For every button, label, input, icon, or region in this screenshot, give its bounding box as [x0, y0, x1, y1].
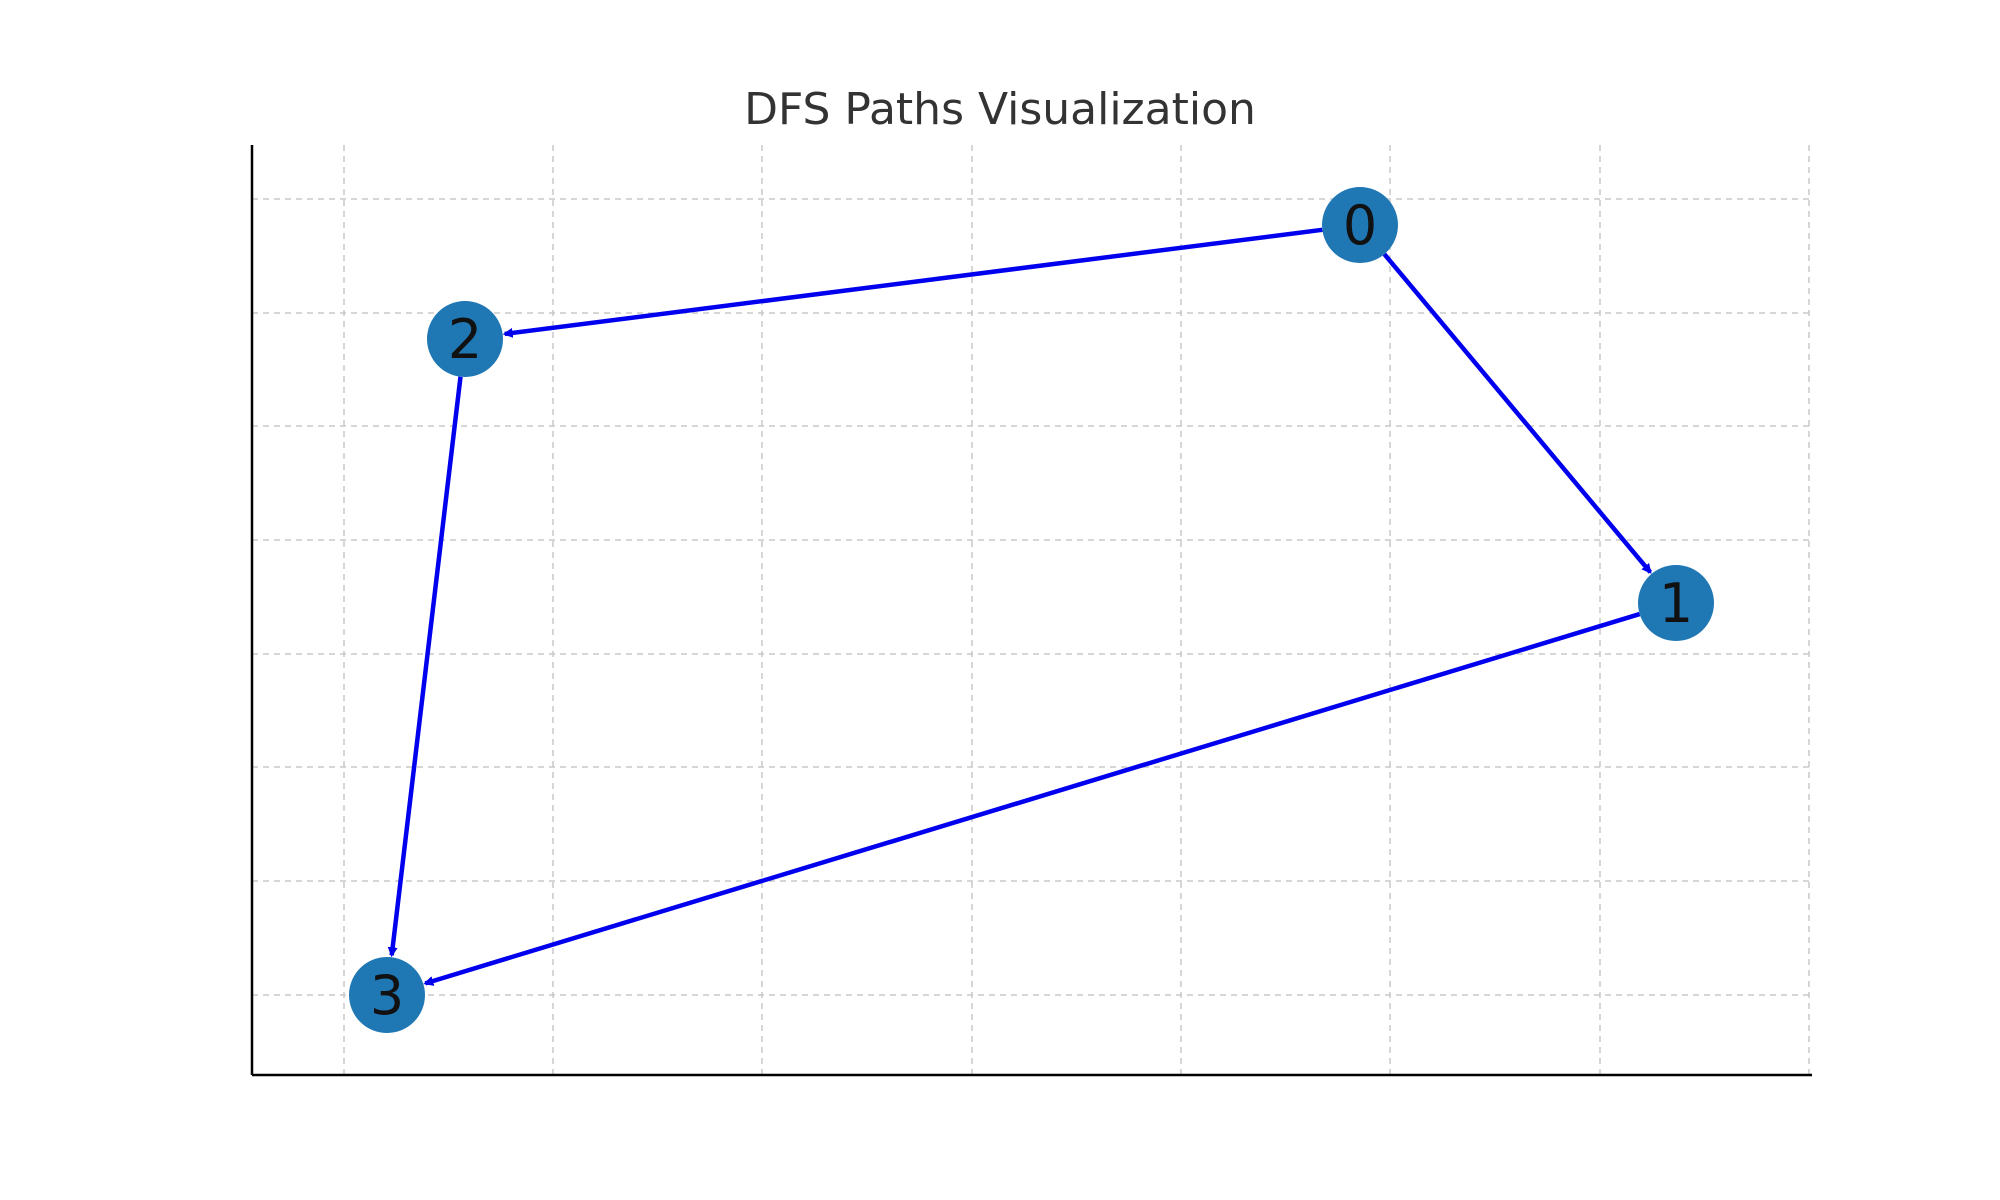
node-label: 1	[1659, 572, 1693, 635]
node-label: 3	[370, 964, 404, 1027]
node-circle	[427, 301, 503, 377]
node-circle	[1638, 565, 1714, 641]
node-2: 2	[427, 301, 503, 377]
node-circle	[349, 957, 425, 1033]
node-1: 1	[1638, 565, 1714, 641]
node-3: 3	[349, 957, 425, 1033]
chart-title: DFS Paths Visualization	[744, 84, 1256, 135]
node-0: 0	[1322, 187, 1398, 263]
edge-0-to-2	[502, 227, 1323, 338]
edge-0-to-1	[1382, 252, 1653, 574]
axes	[250, 145, 1812, 1077]
edge-2-to-3	[387, 376, 463, 958]
node-label: 2	[448, 308, 482, 371]
edges	[387, 227, 1653, 986]
node-circle	[1322, 187, 1398, 263]
edge-1-to-3	[423, 611, 1641, 986]
nodes: 0 1 2 3	[349, 187, 1714, 1033]
node-label: 0	[1343, 194, 1377, 257]
grid	[252, 145, 1812, 1075]
